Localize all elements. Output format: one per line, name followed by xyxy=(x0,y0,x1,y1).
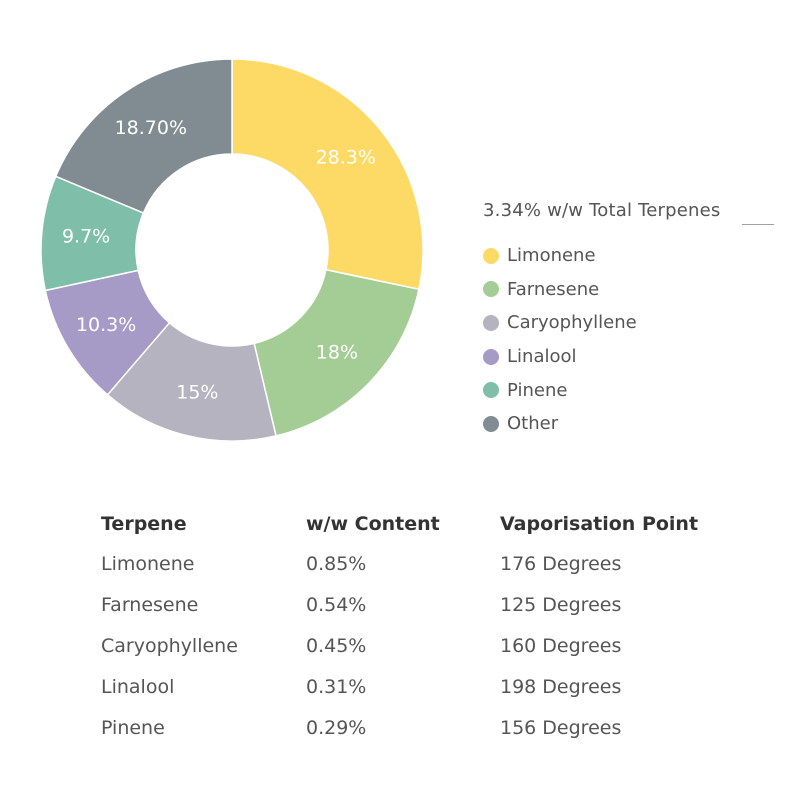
slice-label-pinene: 9.7% xyxy=(62,226,110,248)
cell-content: 0.29% xyxy=(306,716,367,739)
legend-item-farnesene: Farnesene xyxy=(483,273,783,307)
slice-label-farnesene: 18% xyxy=(316,341,358,363)
legend-label: Other xyxy=(507,413,559,435)
legend-item-limonene: Limonene xyxy=(483,239,783,273)
cell-terpene: Caryophyllene xyxy=(101,634,238,657)
column-header-content: w/w Content xyxy=(306,513,440,535)
cell-content: 0.54% xyxy=(306,593,367,616)
legend-label: Caryophyllene xyxy=(507,312,637,334)
slice-label-caryophyllene: 15% xyxy=(176,381,218,403)
chart-legend: 3.34% w/w Total Terpenes Limonene Farnes… xyxy=(483,198,783,441)
legend-label: Farnesene xyxy=(507,278,600,300)
cell-vaporisation: 198 Degrees xyxy=(500,675,622,698)
legend-dot-icon xyxy=(483,382,499,399)
terpene-donut-chart: 28.3% 18% 15% 10.3% 9.7% 18.70% xyxy=(40,58,424,442)
cell-terpene: Limonene xyxy=(101,552,195,575)
terpene-table: Terpene w/w Content Vaporisation Point L… xyxy=(101,505,730,748)
cell-vaporisation: 156 Degrees xyxy=(500,716,622,739)
table-header-row: Terpene w/w Content Vaporisation Point xyxy=(101,505,730,543)
legend-dot-icon xyxy=(483,348,499,365)
cell-vaporisation: 176 Degrees xyxy=(500,552,622,575)
table-row: Pinene 0.29% 156 Degrees xyxy=(101,707,730,748)
pie-slice-limonene xyxy=(231,58,424,291)
table-row: Caryophyllene 0.45% 160 Degrees xyxy=(101,625,730,666)
table-row: Farnesene 0.54% 125 Degrees xyxy=(101,584,730,625)
pie-slice-other xyxy=(54,58,233,214)
chart-title: 3.34% w/w Total Terpenes xyxy=(483,200,721,221)
cell-terpene: Linalool xyxy=(101,675,175,698)
column-header-terpene: Terpene xyxy=(101,513,187,535)
legend-item-caryophyllene: Caryophyllene xyxy=(483,306,783,340)
slice-label-limonene: 28.3% xyxy=(316,147,376,169)
table-row: Linalool 0.31% 198 Degrees xyxy=(101,666,730,707)
cell-vaporisation: 160 Degrees xyxy=(500,634,622,657)
legend-item-linalool: Linalool xyxy=(483,340,783,374)
cell-content: 0.31% xyxy=(306,675,367,698)
legend-label: Pinene xyxy=(507,379,568,401)
cell-vaporisation: 125 Degrees xyxy=(500,593,622,616)
legend-dot-icon xyxy=(483,281,499,298)
cell-content: 0.85% xyxy=(306,552,367,575)
table-row: Limonene 0.85% 176 Degrees xyxy=(101,543,730,584)
legend-list: Limonene Farnesene Caryophyllene Linaloo… xyxy=(483,239,783,441)
slice-label-linalool: 10.3% xyxy=(76,314,136,336)
cell-terpene: Pinene xyxy=(101,716,165,739)
legend-dot-icon xyxy=(483,247,499,264)
legend-item-pinene: Pinene xyxy=(483,373,783,407)
legend-dot-icon xyxy=(483,415,499,432)
title-underline xyxy=(742,224,774,225)
column-header-vaporisation: Vaporisation Point xyxy=(500,513,699,535)
legend-dot-icon xyxy=(483,314,499,331)
cell-content: 0.45% xyxy=(306,634,367,657)
pie-slice-farnesene xyxy=(253,268,420,437)
legend-item-other: Other xyxy=(483,407,783,441)
legend-label: Linalool xyxy=(507,346,577,368)
legend-label: Limonene xyxy=(507,245,596,267)
cell-terpene: Farnesene xyxy=(101,593,199,616)
slice-label-other: 18.70% xyxy=(115,117,187,139)
